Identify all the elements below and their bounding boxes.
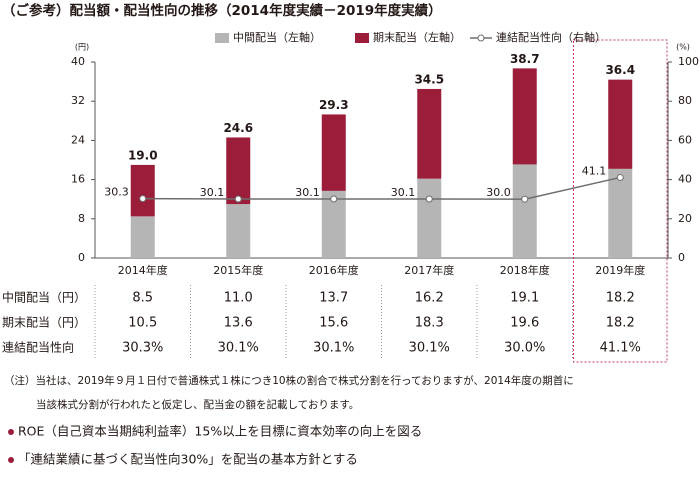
x-tick-label: 2015年度 — [213, 263, 263, 277]
row-label: 連結配当性向 — [2, 340, 74, 355]
x-tick-label: 2017年度 — [404, 263, 454, 277]
legend-label: 連結配当性向（右軸） — [496, 30, 606, 44]
bar-segment — [608, 79, 633, 169]
total-label: 36.4 — [605, 63, 635, 77]
bar-segment — [130, 164, 155, 217]
bar-segment — [321, 114, 346, 191]
note: 当該株式分割が行われたと仮定し、配当金の額を記載しております。 — [36, 398, 359, 411]
bar-segment — [512, 68, 537, 165]
line-point — [521, 195, 529, 203]
table-cell: 18.2 — [606, 316, 635, 331]
line-point — [425, 195, 433, 203]
total-label: 24.6 — [223, 121, 253, 135]
table-cell: 30.0% — [504, 341, 545, 356]
line-point — [616, 173, 624, 181]
y2-tick-label: 20 — [678, 212, 692, 225]
total-label: 34.5 — [414, 72, 444, 86]
legend-marker — [477, 34, 485, 42]
y2-tick-label: 100 — [678, 55, 699, 68]
policy: 「連結業績に基づく配当性向30%」を配当の基本方針とする — [18, 452, 358, 467]
table-cell: 30.1% — [313, 341, 354, 356]
line-point — [139, 195, 147, 203]
line-label: 30.1 — [295, 186, 320, 199]
table-cell: 10.5 — [128, 316, 157, 331]
table-cell: 19.6 — [510, 316, 539, 331]
bar-segment — [417, 178, 442, 258]
table-cell: 30.1% — [218, 341, 259, 356]
y2-tick-label: 80 — [678, 94, 692, 107]
table-cell: 16.2 — [415, 291, 444, 306]
table-cell: 15.6 — [319, 316, 348, 331]
x-tick-label: 2019年度 — [595, 263, 645, 277]
line-label: 30.1 — [391, 186, 416, 199]
bar-segment — [417, 88, 442, 179]
y2-unit: (%) — [676, 43, 690, 52]
table-cell: 11.0 — [224, 291, 253, 306]
policy: ROE（自己資本当期純利益率）15%以上を目標に資本効率の向上を図る — [18, 424, 422, 439]
total-label: 38.7 — [510, 52, 540, 66]
bar-segment — [608, 168, 633, 258]
bullet — [8, 429, 14, 435]
y-tick-label: 0 — [78, 251, 85, 264]
table-cell: 13.6 — [224, 316, 253, 331]
chart-title: （ご参考）配当額・配当性向の推移（2014年度実績－2019年度実績） — [2, 2, 442, 19]
legend-swatch — [215, 33, 229, 43]
table-cell: 13.7 — [319, 291, 348, 306]
line-point — [234, 195, 242, 203]
total-label: 19.0 — [128, 148, 158, 162]
line-label: 30.1 — [200, 186, 225, 199]
x-tick-label: 2016年度 — [309, 263, 359, 277]
table-cell: 41.1% — [600, 341, 641, 356]
table-cell: 18.3 — [415, 316, 444, 331]
bar-segment — [226, 204, 251, 258]
y2-tick-label: 0 — [678, 251, 685, 264]
table-cell: 18.2 — [606, 291, 635, 306]
y-tick-label: 8 — [78, 212, 85, 225]
bar-segment — [512, 164, 537, 258]
x-tick-label: 2014年度 — [118, 263, 168, 277]
legend-label: 期末配当（左軸） — [373, 30, 461, 44]
bullet — [8, 457, 14, 463]
bar-segment — [130, 216, 155, 258]
y-tick-label: 16 — [71, 173, 85, 186]
table-cell: 19.1 — [510, 291, 539, 306]
y-tick-label: 32 — [71, 94, 85, 107]
y-unit: (円) — [75, 43, 89, 52]
bar-segment — [226, 137, 251, 205]
table-cell: 8.5 — [132, 291, 153, 306]
highlight-box — [573, 39, 668, 363]
row-label: 中間配当（円） — [2, 290, 86, 305]
table-cell: 30.3% — [122, 341, 163, 356]
line-label: 41.1 — [582, 164, 607, 177]
line-point — [330, 195, 338, 203]
line — [142, 176, 621, 200]
y-tick-label: 40 — [71, 55, 85, 68]
line-label: 30.3 — [104, 186, 129, 199]
line-label: 30.0 — [486, 186, 511, 199]
y2-tick-label: 60 — [678, 133, 692, 146]
legend-swatch — [355, 33, 369, 43]
y-tick-label: 24 — [71, 133, 85, 146]
note: （注）当社は、2019年９月１日付で普通株式１株につき10株の割合で株式分割を行… — [4, 374, 574, 387]
y2-tick-label: 40 — [678, 173, 692, 186]
row-label: 期末配当（円） — [2, 316, 86, 330]
total-label: 29.3 — [319, 98, 349, 112]
table-cell: 30.1% — [409, 341, 450, 356]
x-tick-label: 2018年度 — [500, 263, 550, 277]
legend-label: 中間配当（左軸） — [233, 30, 321, 44]
